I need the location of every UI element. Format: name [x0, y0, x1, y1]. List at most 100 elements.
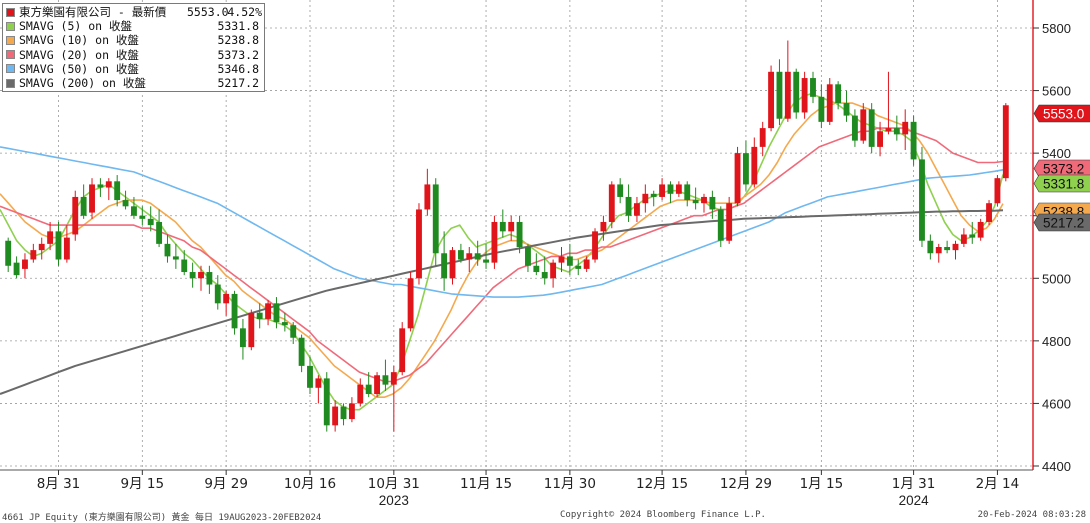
candle-body — [734, 153, 741, 204]
y-tick-label: 4400 — [1042, 459, 1071, 474]
candle-body — [851, 115, 858, 141]
x-axis: 8月 31 9月 15 9月 29 10月 16 10月 31 11月 15 11月 30 1… — [37, 470, 1019, 508]
candle-body — [835, 84, 842, 104]
candle-body — [784, 71, 791, 119]
candle-body — [650, 193, 657, 197]
legend-item-value: 5373.2 — [217, 47, 259, 62]
candle-body — [332, 406, 339, 426]
last-value-tag-label: 5553.0 — [1043, 107, 1084, 122]
legend-item-name: 東方樂園有限公司 - 最新價 — [19, 5, 167, 19]
candle-body — [72, 196, 79, 235]
candle-body — [793, 71, 800, 113]
legend-item-value: 5331.8 — [217, 19, 259, 34]
candle-body — [810, 78, 816, 97]
candle-body — [726, 203, 733, 241]
candle-body — [491, 221, 498, 263]
candle-body — [944, 247, 951, 251]
candle-body — [759, 128, 766, 147]
x-tick-label: 10月 31 — [368, 476, 420, 492]
candle-body — [927, 240, 934, 254]
candle-body — [675, 184, 682, 194]
candle-body — [709, 196, 716, 210]
legend-item-name: SMAVG (5) on 收盤 — [19, 19, 133, 34]
candle-body — [239, 328, 246, 348]
candle-body — [315, 378, 322, 388]
legend-item: SMAVG (10) on 收盤 5238.8 — [4, 33, 262, 47]
legend-item-value: 5553.0 — [187, 5, 229, 19]
candle-body — [818, 96, 825, 122]
legend-item-name: SMAVG (10) on 收盤 — [19, 33, 139, 48]
legend-swatch — [6, 21, 15, 31]
candle-body — [893, 128, 900, 135]
candle-body — [457, 250, 464, 260]
candle-body — [323, 378, 330, 426]
candle-body — [483, 259, 489, 263]
candle-body — [307, 365, 313, 388]
candle-body — [432, 184, 439, 254]
candle-body — [977, 221, 984, 238]
candle-body — [374, 375, 380, 395]
candle-body — [717, 209, 724, 241]
ma-line-200 — [0, 209, 1004, 395]
legend-item: SMAVG (50) on 收盤 5346.8 — [4, 62, 262, 76]
last-value-tag — [1033, 104, 1090, 123]
candle-body — [214, 284, 221, 304]
candle-body — [935, 247, 942, 254]
candle-body — [919, 159, 925, 241]
candle-body — [407, 278, 414, 329]
candle-body — [701, 196, 707, 204]
candle-body — [466, 253, 473, 260]
candle-body — [38, 243, 45, 251]
candle-body — [910, 121, 917, 160]
footer-timestamp: 20-Feb-2024 08:03:28 — [977, 510, 1086, 520]
candle-body — [298, 337, 305, 366]
candle-body — [348, 403, 355, 420]
candle-body — [256, 312, 263, 319]
candle-body — [248, 312, 255, 348]
x-tick-label: 11月 15 — [460, 476, 512, 492]
year-label: 2023 — [379, 493, 409, 508]
candle-body — [860, 109, 867, 141]
candle-body — [139, 215, 146, 219]
candle-body — [550, 262, 557, 279]
last-value-tag — [1033, 213, 1090, 232]
legend-swatch — [6, 78, 15, 88]
y-tick-label: 5600 — [1042, 84, 1071, 99]
candle-body — [156, 221, 163, 244]
candle-body — [55, 231, 62, 260]
candle-body — [30, 250, 37, 260]
y-tick-label: 5400 — [1042, 146, 1071, 161]
candle-body — [877, 131, 883, 147]
candle-body — [634, 203, 640, 216]
ma-line-10 — [0, 102, 1004, 399]
y-tick-label: 5000 — [1042, 271, 1071, 286]
candle-body — [5, 240, 12, 266]
legend-item-value: 5217.2 — [217, 75, 259, 90]
candle-body — [969, 234, 976, 238]
footer-copyright: Copyright© 2024 Bloomberg Finance L.P. — [560, 510, 766, 520]
candle-body — [541, 272, 548, 279]
legend-item: SMAVG (20) on 收盤 5373.2 — [4, 48, 262, 62]
candle-body — [902, 121, 909, 135]
candle-body — [625, 196, 632, 216]
candle-body — [986, 203, 992, 222]
legend-item-name: SMAVG (200) on 收盤 — [19, 75, 146, 90]
candle-body — [659, 184, 666, 197]
candle-body — [684, 184, 691, 201]
candle-body — [63, 237, 70, 260]
legend-item-name: SMAVG (20) on 收盤 — [19, 47, 139, 62]
candle-body — [776, 71, 783, 119]
candle-body — [885, 128, 892, 132]
candle-body — [390, 372, 397, 385]
x-tick-label: 9月 15 — [121, 476, 165, 492]
candle-body — [198, 272, 204, 279]
candle-body — [189, 272, 196, 279]
candle-body — [474, 253, 481, 260]
legend-item-change: 4.52% — [227, 5, 262, 19]
candle-body — [382, 375, 389, 385]
x-tick-label: 2月 14 — [976, 476, 1020, 492]
candle-body — [566, 256, 573, 266]
candle-body — [826, 84, 833, 122]
last-value-tag-label: 5373.2 — [1043, 162, 1084, 177]
candle-body — [667, 184, 674, 194]
